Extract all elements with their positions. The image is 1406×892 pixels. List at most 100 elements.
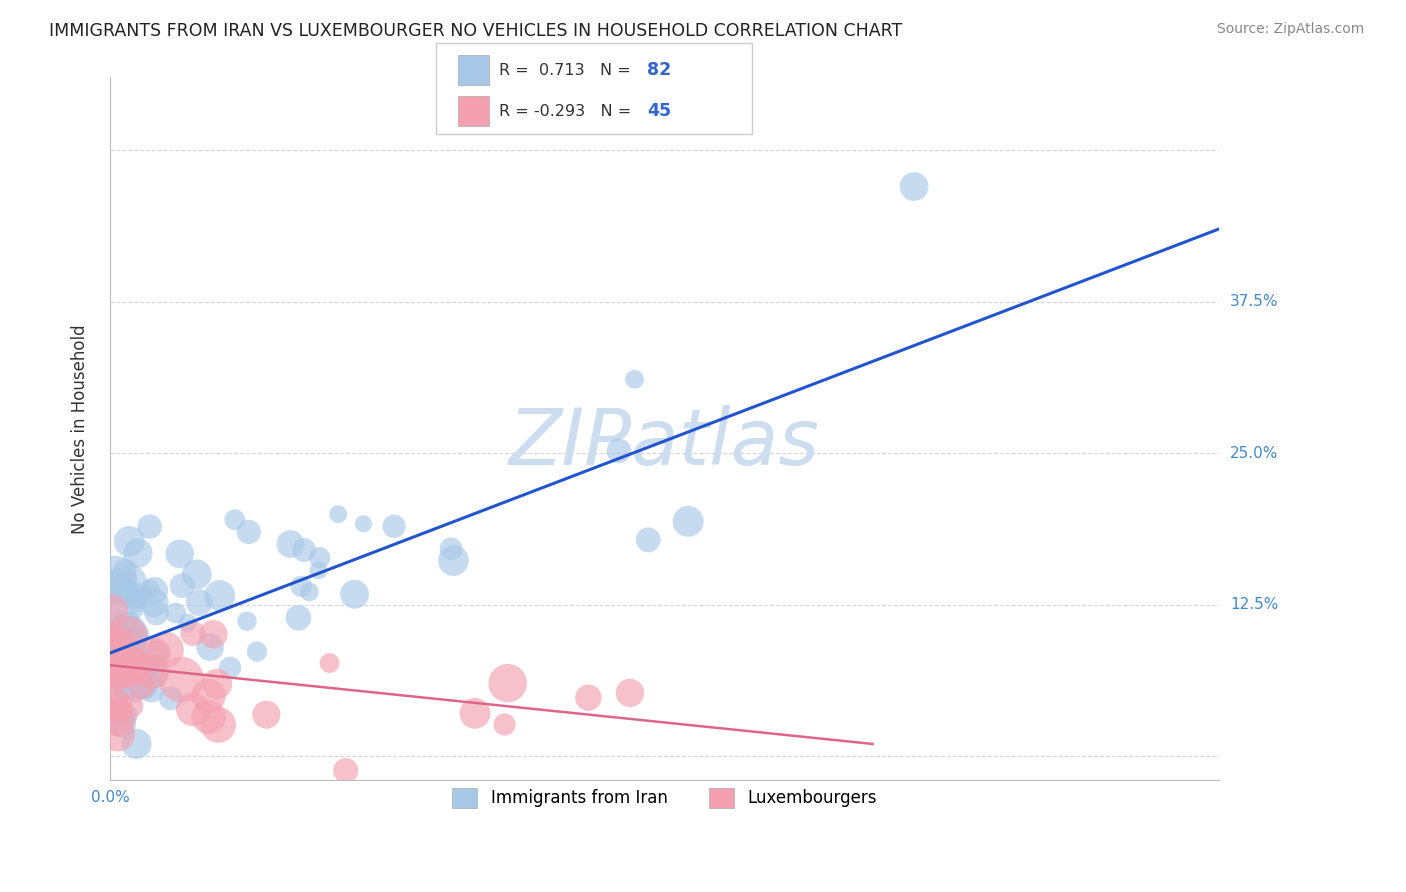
Point <box>138 519 160 533</box>
Point <box>118 662 141 676</box>
Point <box>208 589 231 603</box>
Point <box>124 643 146 657</box>
Point <box>176 616 198 631</box>
Point <box>165 606 187 620</box>
Point <box>127 546 149 560</box>
Point <box>143 583 166 598</box>
Point <box>181 626 204 640</box>
Point <box>382 519 405 533</box>
Point <box>155 642 177 657</box>
Point <box>114 564 136 578</box>
Point <box>122 589 145 603</box>
Point <box>143 648 166 662</box>
Point <box>619 686 641 700</box>
Point <box>103 654 125 668</box>
Text: R = -0.293   N =: R = -0.293 N = <box>499 103 637 119</box>
Y-axis label: No Vehicles in Household: No Vehicles in Household <box>72 324 89 533</box>
Point <box>290 579 312 593</box>
Point <box>120 698 142 713</box>
Point <box>298 585 321 599</box>
Point <box>903 179 925 194</box>
Point <box>125 627 148 641</box>
Point <box>108 675 131 690</box>
Text: 12.5%: 12.5% <box>1230 597 1278 612</box>
Point <box>124 595 146 609</box>
Point <box>117 647 139 661</box>
Point <box>114 632 136 647</box>
Point <box>198 640 221 655</box>
Point <box>131 677 153 691</box>
Point <box>132 672 155 686</box>
Point <box>308 563 330 577</box>
Point <box>238 524 260 539</box>
Text: 37.5%: 37.5% <box>1230 294 1278 310</box>
Point <box>143 595 166 609</box>
Point <box>318 656 340 670</box>
Text: Source: ZipAtlas.com: Source: ZipAtlas.com <box>1216 22 1364 37</box>
Text: 25.0%: 25.0% <box>1230 446 1278 460</box>
Point <box>134 680 156 694</box>
Point <box>100 604 122 618</box>
Point <box>181 702 204 716</box>
Point <box>353 516 375 531</box>
Point <box>172 578 194 592</box>
Point <box>103 642 125 657</box>
Point <box>122 682 145 697</box>
Point <box>112 576 135 591</box>
Point <box>100 651 122 665</box>
Point <box>104 697 127 711</box>
Point <box>103 656 125 670</box>
Point <box>676 514 699 528</box>
Point <box>114 584 136 599</box>
Point <box>120 656 142 670</box>
Point <box>101 585 124 599</box>
Text: R =  0.713   N =: R = 0.713 N = <box>499 62 636 78</box>
Point <box>117 680 139 694</box>
Point <box>101 575 124 590</box>
Point <box>104 647 127 661</box>
Point <box>494 717 516 731</box>
Point <box>115 660 138 674</box>
Text: 45: 45 <box>647 103 671 120</box>
Point <box>118 661 141 675</box>
Point <box>292 543 315 558</box>
Point <box>186 567 208 582</box>
Point <box>105 638 128 652</box>
Point <box>114 620 136 634</box>
Point <box>443 553 465 567</box>
Point <box>139 582 162 596</box>
Point <box>169 547 191 561</box>
Point <box>108 657 131 671</box>
Point <box>236 614 259 628</box>
Point <box>197 689 219 703</box>
Point <box>121 640 143 655</box>
Point <box>111 651 134 665</box>
Point <box>219 661 242 675</box>
Point <box>254 707 277 722</box>
Point <box>101 628 124 642</box>
Point <box>246 644 269 658</box>
Point <box>143 666 166 681</box>
Point <box>287 611 309 625</box>
Point <box>576 690 599 705</box>
Point <box>111 716 134 731</box>
Point <box>308 550 330 565</box>
Point <box>121 659 143 673</box>
Point <box>118 648 141 662</box>
Point <box>132 673 155 687</box>
Point <box>100 662 122 676</box>
Point <box>108 617 131 632</box>
Point <box>105 713 128 727</box>
Point <box>464 706 486 721</box>
Point <box>145 646 167 660</box>
Point <box>496 676 519 690</box>
Point <box>117 625 139 640</box>
Point <box>197 710 219 724</box>
Point <box>328 507 350 521</box>
Point <box>278 537 301 551</box>
Point <box>129 678 152 692</box>
Point <box>122 621 145 635</box>
Point <box>112 572 135 586</box>
Point <box>112 620 135 634</box>
Point <box>105 671 128 685</box>
